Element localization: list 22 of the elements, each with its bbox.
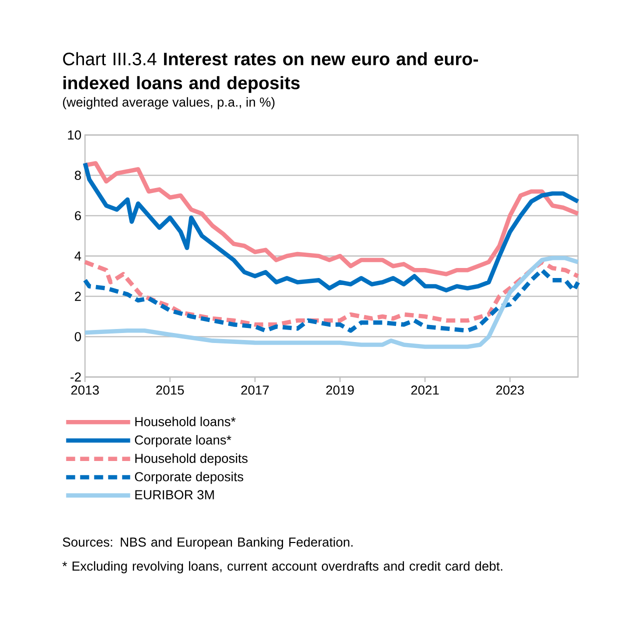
- legend-label: Household deposits: [135, 453, 248, 466]
- chart-title: Chart III.3.4 Interest rates on new euro and euro-indexed loans and deposits: [63, 52, 478, 93]
- x-tick-label: 2017: [241, 386, 269, 395]
- y-tick-label: 4: [74, 252, 82, 260]
- y-tick-label: 6: [74, 211, 81, 220]
- legend-label: Corporate deposits: [134, 472, 244, 484]
- x-tick-label: 2021: [411, 386, 439, 395]
- y-tick-label: 0: [74, 332, 81, 342]
- chart-subtitle: (weighted average values, p.a., in %): [62, 97, 274, 110]
- text: * Excluding revolving loans, current account overdrafts and credit card debt.: [62, 561, 502, 574]
- legend-label: Household loans*: [135, 416, 236, 426]
- y-tick-label: 10: [68, 130, 81, 140]
- x-tick-label: 2023: [496, 386, 524, 395]
- source-note: Sources: NBS and European Banking Federation.: [62, 537, 353, 550]
- y-tick-label: -2: [70, 372, 81, 382]
- x-tick-label: 2013: [71, 386, 99, 395]
- x-tick-label: 2019: [326, 386, 354, 395]
- y-tick-label: 8: [74, 170, 81, 180]
- legend-label: EURIBOR 3M: [135, 490, 214, 500]
- x-tick-label: 2015: [156, 386, 184, 395]
- legend-label: Corporate loans*: [134, 435, 232, 448]
- y-tick-label: 2: [74, 292, 81, 301]
